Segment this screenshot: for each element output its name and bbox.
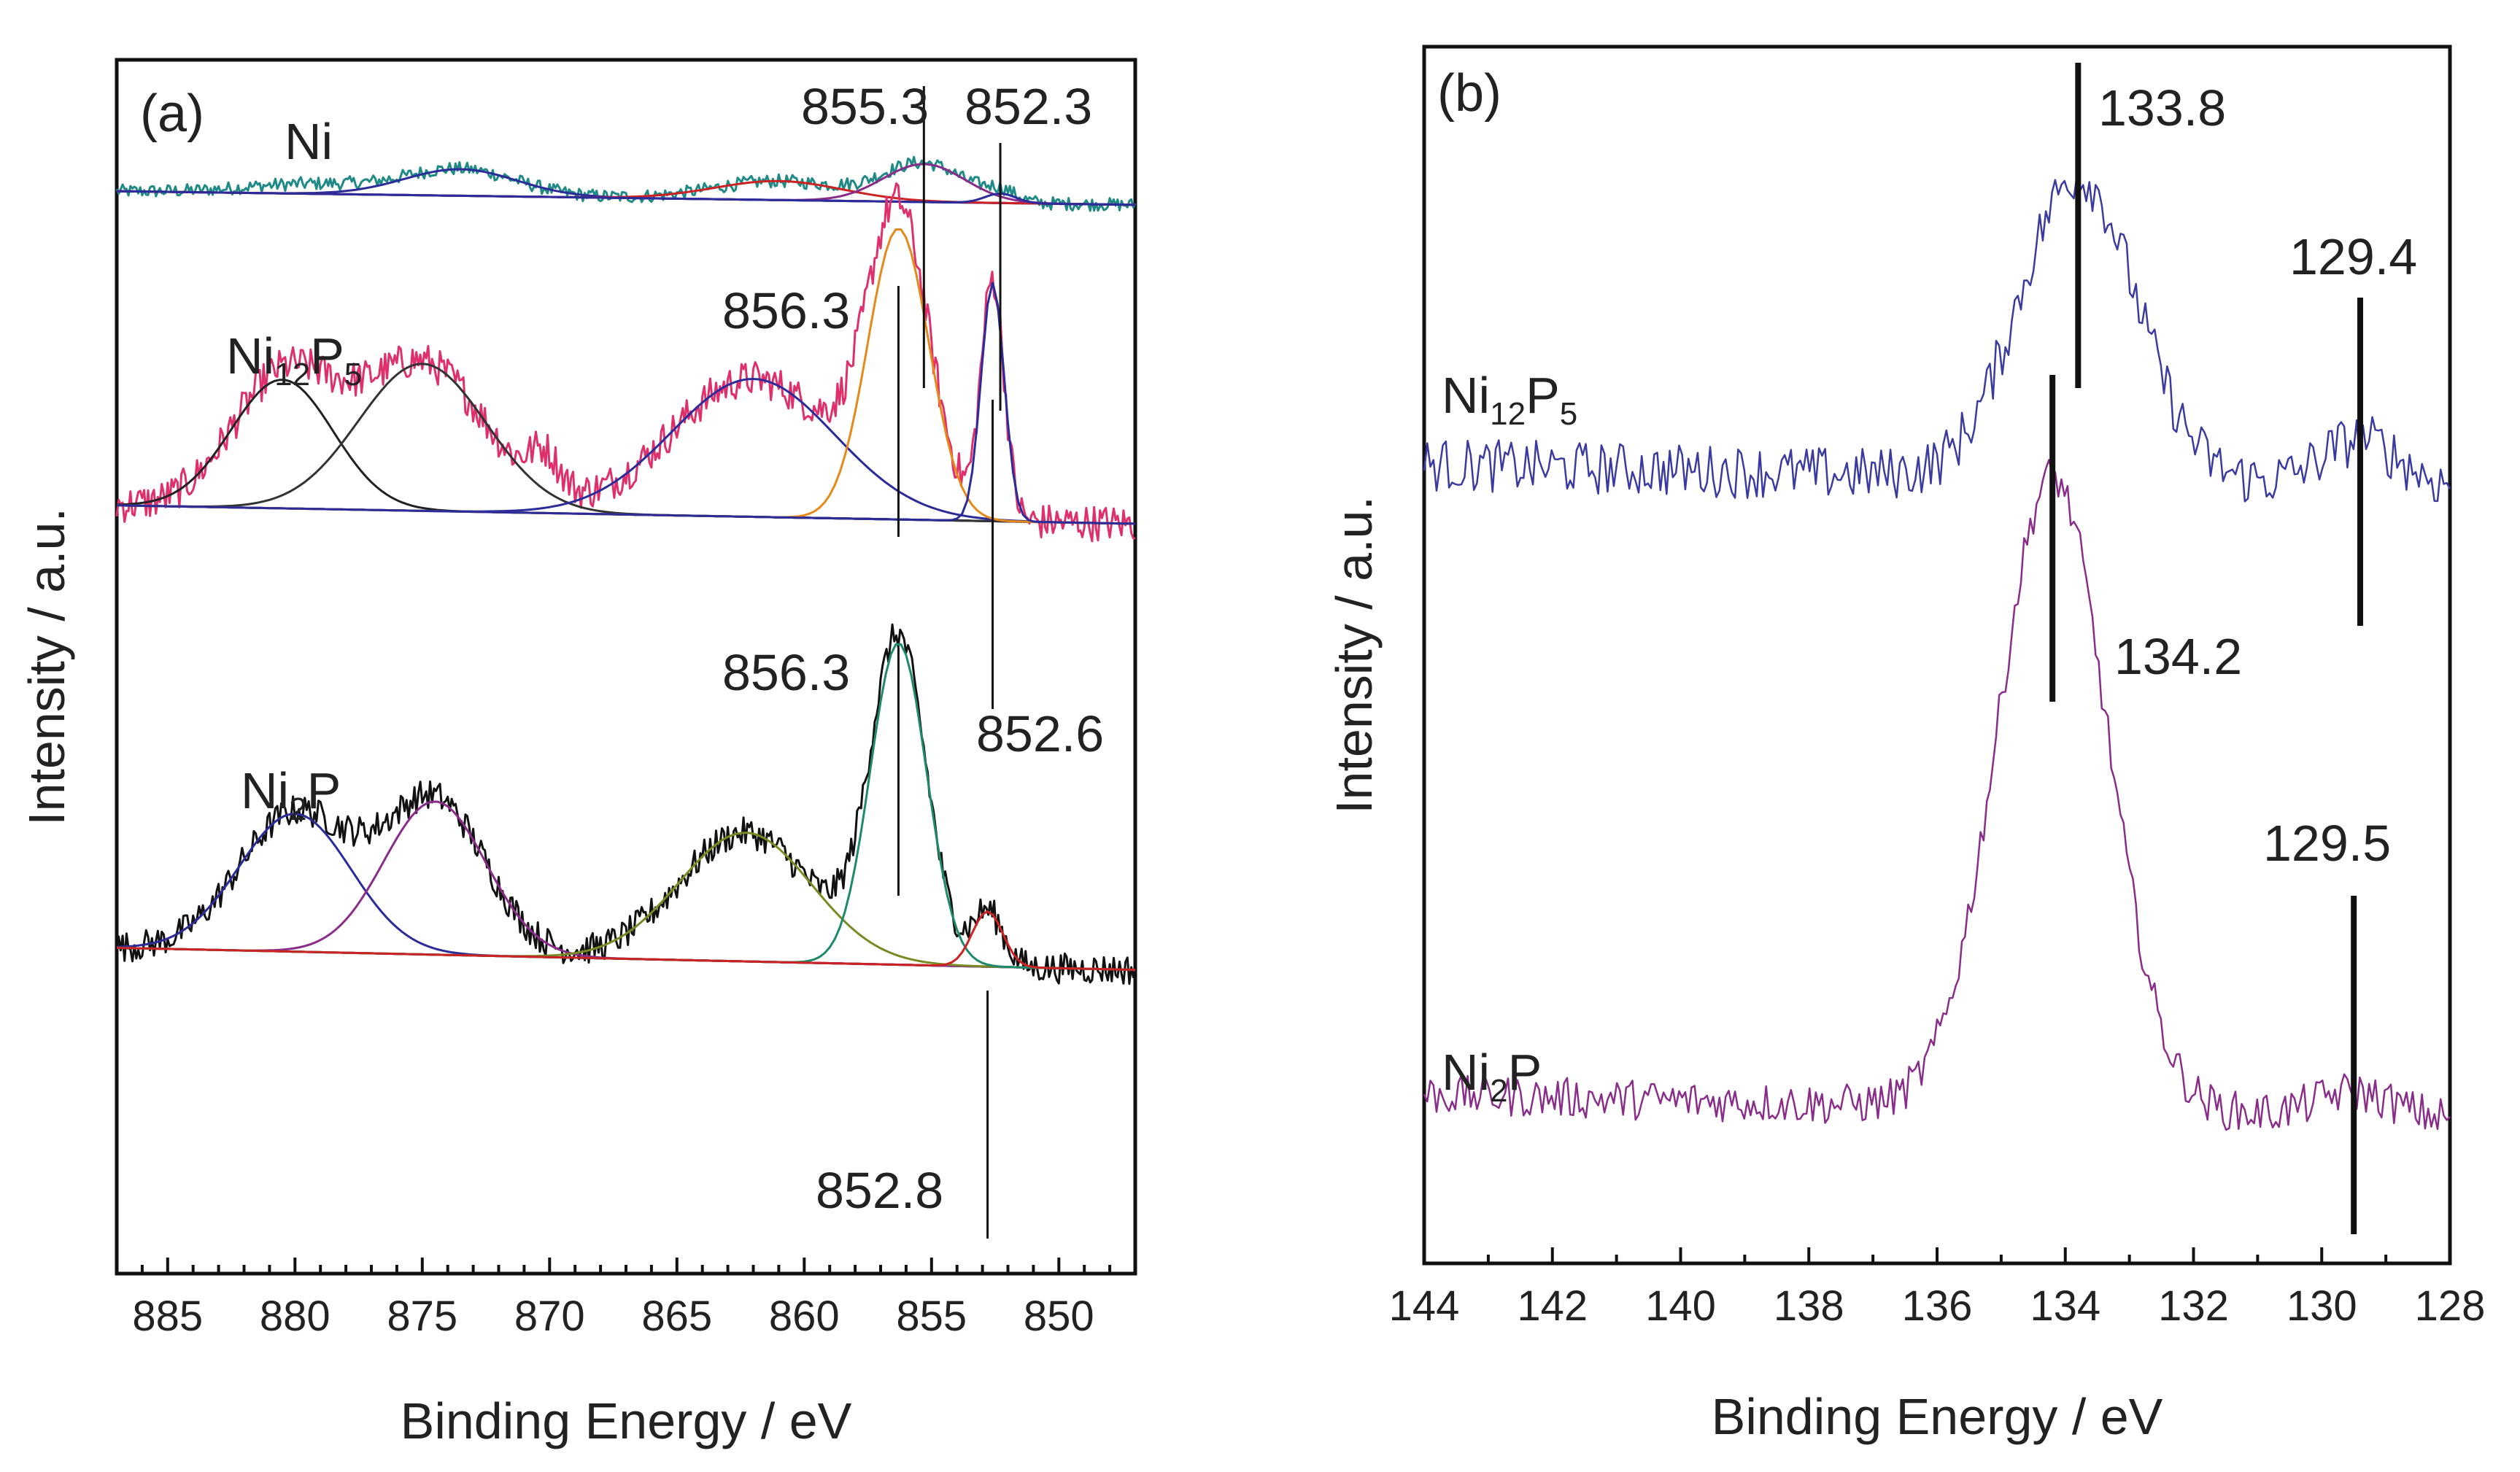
panel-b: (b) 144 142 140 138 136 134 132 130 128 Ni12P5 N…: [1326, 44, 2486, 1445]
panel-a-x-ticks: [115, 1258, 1137, 1274]
label-sub: 12: [1490, 396, 1526, 432]
label-main: Ni: [1442, 367, 1490, 424]
fit-component: [116, 363, 1136, 525]
x-tick-label: 134: [2030, 1282, 2100, 1330]
spectrum-ni2p: [1423, 459, 2451, 1131]
peak-label-852-8: 852.8: [816, 1162, 943, 1219]
fit-component: [116, 168, 1136, 206]
panel-a-traces: [115, 155, 1137, 985]
panel-b-x-tick-labels: 144 142 140 138 136 134 132 130 128: [1389, 1282, 2486, 1330]
panel-b-label: (b): [1437, 64, 1501, 123]
label-mid: P: [310, 328, 344, 384]
label-sub: 5: [1560, 396, 1577, 432]
x-tick-label: 142: [1517, 1282, 1588, 1330]
panel-a-y-axis-title: Intensity / a.u.: [18, 508, 75, 826]
label-sub: 5: [344, 357, 362, 392]
peak-label-855-3: 855.3: [801, 78, 929, 135]
peak-label-134-2: 134.2: [2114, 628, 2242, 685]
panel-b-peak-lines: [2049, 63, 2363, 1234]
peak-label-856-3-ni12p5: 856.3: [722, 282, 850, 339]
label-main: Ni: [1442, 1044, 1490, 1101]
panel-a-x-tick-labels: 885 880 875 870 865 860 855 850: [132, 1293, 1094, 1340]
fit-component: [116, 377, 1136, 525]
x-tick-label: 880: [260, 1293, 331, 1340]
label-mid: P: [307, 762, 341, 819]
fit-component: [116, 190, 1136, 206]
label-sub: 2: [289, 791, 306, 827]
label-sub: 12: [274, 357, 310, 392]
x-tick-label: 860: [769, 1293, 840, 1340]
panel-a: (a) 885 880 875 870 865 860 855 850 Ni Ni12P5 N…: [18, 58, 1137, 1449]
peak-label-133-8: 133.8: [2098, 80, 2226, 136]
fit-component: [116, 813, 1136, 972]
peak-label-852-6: 852.6: [976, 705, 1104, 762]
label-main: Ni: [241, 762, 289, 819]
x-tick-label: 132: [2158, 1282, 2229, 1330]
x-tick-label: 140: [1645, 1282, 1716, 1330]
panel-b-label-ni12p5: Ni12P5: [1442, 367, 1577, 432]
panel-a-frame: [115, 58, 1137, 1276]
x-tick-label: 870: [514, 1293, 585, 1340]
x-tick-label: 850: [1024, 1293, 1094, 1340]
x-tick-label: 130: [2287, 1282, 2357, 1330]
panel-b-y-axis-title: Intensity / a.u.: [1326, 496, 1383, 814]
peak-label-129-4: 129.4: [2289, 228, 2417, 285]
x-tick-label: 138: [1774, 1282, 1844, 1330]
panel-b-label-ni2p: Ni2P: [1442, 1044, 1542, 1109]
panel-b-traces: [1423, 174, 2451, 1131]
label-sub: 2: [1490, 1073, 1507, 1109]
label-mid: P: [1508, 1044, 1542, 1101]
panel-a-label-ni12p5: Ni12P5: [226, 328, 362, 392]
x-tick-label: 885: [132, 1293, 203, 1340]
panel-b-x-ticks: [1423, 1247, 2451, 1263]
x-tick-label: 128: [2415, 1282, 2486, 1330]
label-mid: P: [1526, 367, 1560, 424]
panel-a-label-ni2p: Ni2P: [241, 762, 341, 827]
peak-label-129-5: 129.5: [2263, 815, 2391, 872]
spectrum-ni12p5: [115, 182, 1136, 543]
panel-a-x-axis-title: Binding Energy / eV: [401, 1392, 852, 1449]
panel-a-label: (a): [140, 85, 204, 143]
fit-component: [116, 910, 1136, 972]
x-tick-label: 855: [896, 1293, 967, 1340]
fit-component: [116, 282, 1136, 525]
x-tick-label: 875: [387, 1293, 457, 1340]
peak-label-856-3-ni2p: 856.3: [722, 644, 850, 701]
peak-label-852-3: 852.3: [965, 78, 1092, 135]
label-main: Ni: [226, 328, 274, 384]
x-tick-label: 144: [1389, 1282, 1460, 1330]
x-tick-label: 136: [1902, 1282, 1973, 1330]
fit-component: [116, 379, 1136, 525]
x-tick-label: 865: [641, 1293, 712, 1340]
spectrum-ni12p5: [1423, 174, 2451, 503]
panel-a-peak-lines: [897, 86, 1002, 1239]
panel-b-x-axis-title: Binding Energy / eV: [1712, 1388, 2163, 1445]
panel-a-label-ni: Ni: [285, 113, 333, 170]
